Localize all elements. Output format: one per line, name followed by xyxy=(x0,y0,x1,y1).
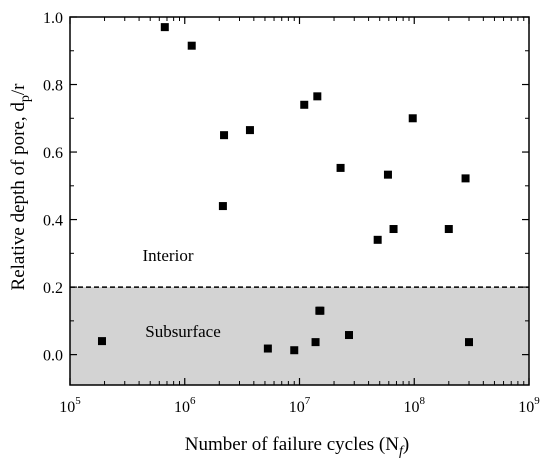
data-point xyxy=(245,126,254,135)
data-point xyxy=(316,306,325,315)
x-axis-label: Number of failure cycles (Nf) xyxy=(185,434,409,459)
y-tick-label: 0.8 xyxy=(43,78,63,95)
subsurface-region xyxy=(70,287,529,385)
y-axis-label-main: Relative depth of pore, d xyxy=(8,102,29,291)
data-point xyxy=(311,338,320,347)
data-point xyxy=(344,331,353,340)
y-tick-label: 0.4 xyxy=(43,213,63,230)
x-axis-label-main: Number of failure cycles (N xyxy=(185,434,399,455)
data-point xyxy=(218,202,227,211)
x-axis-label-subscript: f xyxy=(399,444,405,459)
subsurface-region-label: Subsurface xyxy=(145,322,221,341)
data-point xyxy=(373,235,382,244)
axis-ticks xyxy=(69,16,530,385)
x-tick-label: 108 xyxy=(404,395,426,416)
x-tick-label: 107 xyxy=(289,395,311,416)
data-point xyxy=(313,92,322,101)
y-axis-label: Relative depth of pore, dp/r xyxy=(8,83,33,291)
data-points xyxy=(97,23,473,355)
data-point xyxy=(300,100,309,109)
x-axis-label-close: ) xyxy=(403,434,409,455)
data-point xyxy=(389,225,398,234)
data-point xyxy=(220,131,229,140)
tick-labels: 105 106 107 108 109 0.0 0.2 0.4 0.6 0.8 1.0 xyxy=(43,10,540,416)
data-point xyxy=(383,170,392,179)
data-point xyxy=(336,163,345,172)
y-tick-label: 1.0 xyxy=(43,10,63,27)
interior-region-label: Interior xyxy=(143,246,194,265)
y-axis-label-tail: /r xyxy=(8,83,29,95)
y-tick-label: 0.6 xyxy=(43,145,63,162)
data-point xyxy=(290,346,299,355)
data-point xyxy=(464,338,473,347)
x-tick-label: 105 xyxy=(59,395,81,416)
y-tick-label: 0.0 xyxy=(43,348,63,365)
x-tick-label: 109 xyxy=(518,395,540,416)
data-point xyxy=(263,344,272,353)
y-axis-label-subscript: p xyxy=(18,95,33,102)
data-point xyxy=(461,174,470,183)
data-point xyxy=(408,114,417,123)
data-point xyxy=(160,23,169,32)
data-point xyxy=(444,225,453,234)
x-tick-label: 106 xyxy=(174,395,196,416)
y-tick-label: 0.2 xyxy=(43,280,63,297)
data-point xyxy=(187,41,196,50)
data-point xyxy=(97,337,106,346)
